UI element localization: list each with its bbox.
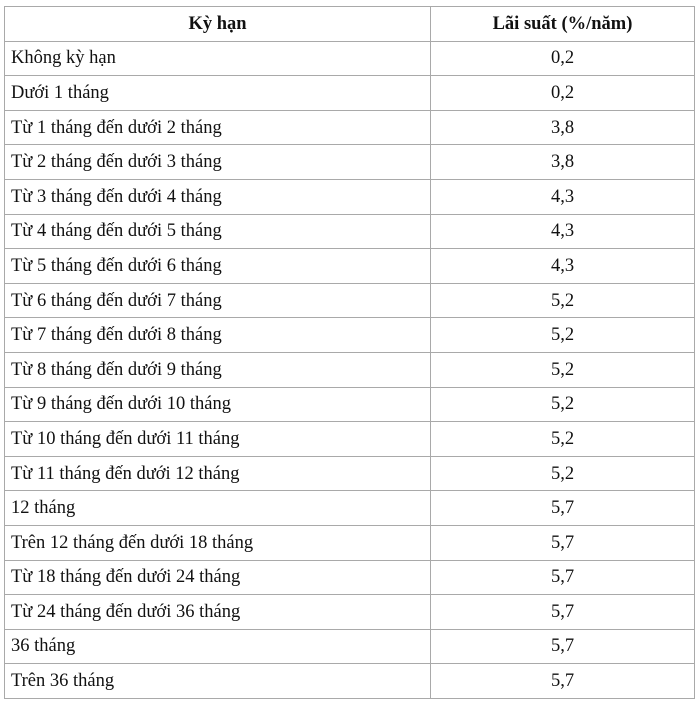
rate-cell: 4,3: [430, 178, 695, 215]
table-row: Từ 5 tháng đến dưới 6 tháng 4,3: [4, 248, 695, 284]
table-row: Từ 9 tháng đến dưới 10 tháng 5,2: [4, 386, 695, 423]
header-row: Kỳ hạn Lãi suất (%/năm): [4, 6, 695, 42]
rate-cell: 5,2: [430, 317, 695, 353]
term-cell: Từ 4 tháng đến dưới 5 tháng: [4, 213, 431, 250]
term-cell: Từ 11 tháng đến dưới 12 tháng: [4, 455, 431, 492]
rate-cell: 3,8: [430, 109, 695, 146]
table-row: Từ 10 tháng đến dưới 11 tháng 5,2: [4, 421, 695, 457]
term-cell: Từ 10 tháng đến dưới 11 tháng: [4, 421, 431, 457]
rate-cell: 5,2: [430, 386, 695, 423]
table-row: Từ 8 tháng đến dưới 9 tháng 5,2: [4, 351, 695, 388]
term-cell: Từ 2 tháng đến dưới 3 tháng: [4, 144, 431, 180]
term-cell: Từ 1 tháng đến dưới 2 tháng: [4, 109, 431, 146]
table-row: Không kỳ hạn 0,2: [4, 40, 695, 77]
header-rate: Lãi suất (%/năm): [430, 6, 695, 42]
rate-cell: 0,2: [430, 75, 695, 111]
term-cell: 12 tháng: [4, 490, 431, 526]
term-cell: Từ 9 tháng đến dưới 10 tháng: [4, 386, 431, 423]
term-cell: Từ 24 tháng đến dưới 36 tháng: [4, 594, 431, 630]
rate-cell: 3,8: [430, 144, 695, 180]
table-row: Từ 3 tháng đến dưới 4 tháng 4,3: [4, 178, 695, 215]
table-row: Từ 11 tháng đến dưới 12 tháng 5,2: [4, 455, 695, 492]
header-term: Kỳ hạn: [4, 6, 431, 42]
term-cell: Từ 18 tháng đến dưới 24 tháng: [4, 559, 431, 596]
table-row: Từ 4 tháng đến dưới 5 tháng 4,3: [4, 213, 695, 250]
rate-cell: 5,7: [430, 559, 695, 596]
term-cell: Từ 5 tháng đến dưới 6 tháng: [4, 248, 431, 284]
term-cell: Dưới 1 tháng: [4, 75, 431, 111]
rate-cell: 5,2: [430, 282, 695, 319]
table-body: Không kỳ hạn 0,2 Dưới 1 tháng 0,2 Từ 1 tháng…: [4, 40, 695, 699]
table-row: Từ 6 tháng đến dưới 7 tháng 5,2: [4, 282, 695, 319]
rate-cell: 5,7: [430, 524, 695, 561]
term-cell: Từ 8 tháng đến dưới 9 tháng: [4, 351, 431, 388]
rate-cell: 5,2: [430, 351, 695, 388]
rate-cell: 4,3: [430, 213, 695, 250]
table-row: Trên 36 tháng 5,7: [4, 663, 695, 699]
rate-cell: 4,3: [430, 248, 695, 284]
rate-cell: 5,7: [430, 490, 695, 526]
table-row: 36 tháng 5,7: [4, 628, 695, 665]
table-row: Từ 2 tháng đến dưới 3 tháng 3,8: [4, 144, 695, 180]
table-row: Từ 7 tháng đến dưới 8 tháng 5,2: [4, 317, 695, 353]
rate-cell: 5,7: [430, 663, 695, 699]
term-cell: Trên 12 tháng đến dưới 18 tháng: [4, 524, 431, 561]
term-cell: Từ 6 tháng đến dưới 7 tháng: [4, 282, 431, 319]
rate-cell: 5,7: [430, 594, 695, 630]
table-row: Trên 12 tháng đến dưới 18 tháng 5,7: [4, 524, 695, 561]
term-cell: Không kỳ hạn: [4, 40, 431, 77]
rate-cell: 5,2: [430, 421, 695, 457]
term-cell: 36 tháng: [4, 628, 431, 665]
term-cell: Trên 36 tháng: [4, 663, 431, 699]
rate-cell: 5,7: [430, 628, 695, 665]
interest-rate-table: Kỳ hạn Lãi suất (%/năm) Không kỳ hạn 0,2 D…: [4, 6, 695, 699]
table-row: Dưới 1 tháng 0,2: [4, 75, 695, 111]
table-row: Từ 18 tháng đến dưới 24 tháng 5,7: [4, 559, 695, 596]
table-row: 12 tháng 5,7: [4, 490, 695, 526]
table-row: Từ 24 tháng đến dưới 36 tháng 5,7: [4, 594, 695, 630]
rate-cell: 0,2: [430, 40, 695, 77]
table-row: Từ 1 tháng đến dưới 2 tháng 3,8: [4, 109, 695, 146]
rate-cell: 5,2: [430, 455, 695, 492]
term-cell: Từ 7 tháng đến dưới 8 tháng: [4, 317, 431, 353]
term-cell: Từ 3 tháng đến dưới 4 tháng: [4, 178, 431, 215]
